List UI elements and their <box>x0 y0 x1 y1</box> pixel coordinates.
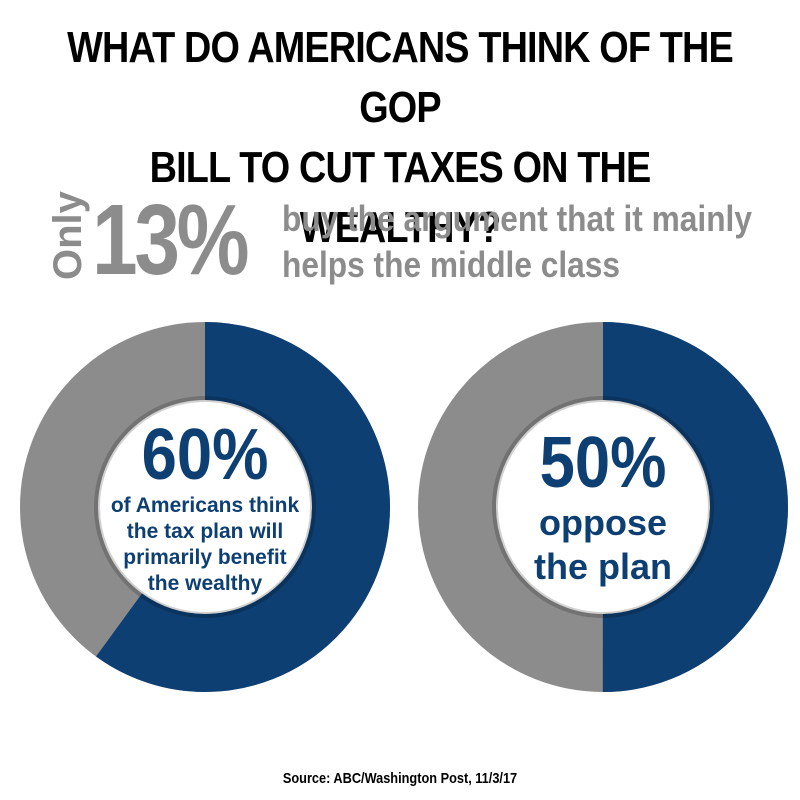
donut-2-description: oppose the plan <box>534 501 672 589</box>
stat-text-line-2: helps the middle class <box>282 244 621 285</box>
headline-stat: Only 13% buy the argument that it mainly… <box>40 188 780 298</box>
donut-2-label: 50% oppose the plan <box>483 312 723 702</box>
donut-chart-2: 50% oppose the plan <box>408 312 798 702</box>
donut-1-svg <box>20 322 390 692</box>
stat-prefix: Only <box>46 191 90 280</box>
donut-2-desc-line-1: oppose <box>538 502 667 543</box>
donut-2-inner-shadow <box>492 396 714 618</box>
source-note: Source: ABC/Washington Post, 11/3/17 <box>282 770 518 787</box>
donut-1-desc-line-2: the tax plan will <box>126 520 284 543</box>
donut-2-percent: 50% <box>539 423 667 503</box>
donut-2-svg <box>418 322 788 692</box>
donut-1-inner-shadow <box>94 396 316 618</box>
stat-value: 13% <box>92 184 250 296</box>
donut-chart-1: 60% of Americans think the tax plan will… <box>10 312 400 702</box>
title-line-1: WHAT DO AMERICANS THINK OF THE GOP <box>67 23 734 132</box>
donut-1-desc-line-4: the wealthy <box>147 572 263 595</box>
infographic-title: WHAT DO AMERICANS THINK OF THE GOP BILL … <box>56 18 744 258</box>
donut-2-value-arc <box>418 322 788 692</box>
donut-1-percent: 60% <box>141 415 269 495</box>
donut-1-desc-line-1: of Americans think <box>110 494 300 517</box>
stat-description: buy the argument that it mainly helps th… <box>282 196 752 288</box>
donut-1-desc-line-3: primarily benefit <box>123 546 287 569</box>
donut-1-label: 60% of Americans think the tax plan will… <box>85 312 325 702</box>
stat-text-line-1: buy the argument that it mainly <box>282 198 752 239</box>
title-line-2: BILL TO CUT TAXES ON THE WEALTHY? <box>149 143 652 252</box>
donut-1-value-arc <box>20 322 390 692</box>
donut-2-desc-line-2: the plan <box>533 546 672 587</box>
donut-1-description: of Americans think the tax plan will pri… <box>111 493 299 597</box>
